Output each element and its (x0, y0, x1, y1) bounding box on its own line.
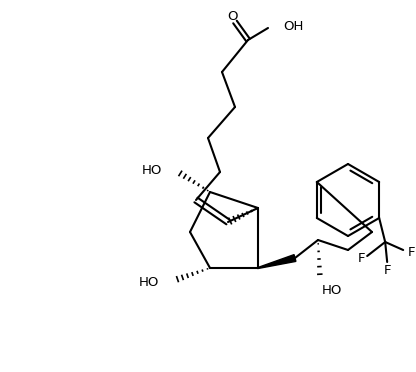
Text: O: O (228, 10, 238, 22)
Text: F: F (384, 263, 391, 276)
Text: HO: HO (141, 164, 162, 176)
Text: F: F (357, 251, 365, 264)
Text: OH: OH (283, 19, 303, 32)
Text: HO: HO (322, 283, 342, 296)
Text: HO: HO (139, 276, 159, 289)
Polygon shape (258, 254, 296, 269)
Text: F: F (407, 246, 415, 259)
